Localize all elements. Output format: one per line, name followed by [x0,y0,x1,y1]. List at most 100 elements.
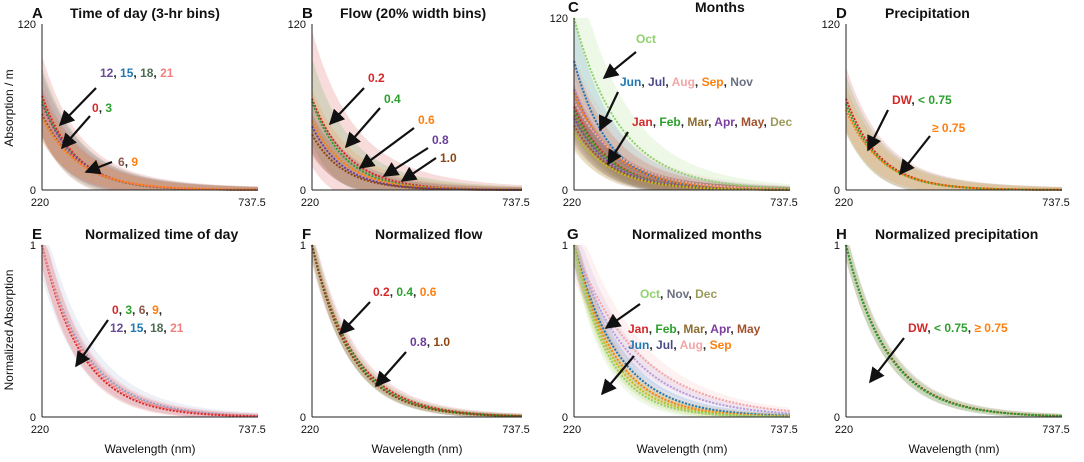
annotation-label: Jan, Feb, Mar, Apr, May [628,322,761,336]
annotation-part: 0 [92,101,99,115]
annotation-part: Oct [640,287,660,301]
annotation-arrow [400,157,437,182]
band-H-0 [846,245,1062,417]
y-tick-label: 0 [30,412,36,424]
series-line-E-0 [41,244,259,417]
annotation-label: Jan, Feb, Mar, Apr, May, Dec [632,115,792,129]
x-axis-label: Wavelength (nm) [372,442,463,456]
band-B-4 [312,113,522,190]
annotation-part: 9 [152,303,159,317]
annotation-part: Jul [648,75,665,89]
annotation-part: Jun [628,338,649,352]
annotation-part: , [143,321,150,335]
y-axis-label-bottom: Normalized Absorption [2,270,16,391]
panel-title: Normalized time of day [85,226,238,242]
y-tick-label: 0 [834,412,840,424]
annotation-part: , [681,115,688,129]
annotation-part: DW [892,93,913,107]
band-C-0 [574,18,790,190]
annotation-part: 1.0 [440,151,457,165]
annotation-part: 0.4 [384,92,401,106]
annotation-part: , [153,66,160,80]
band-C-1 [574,18,790,190]
annotation-part: DW [908,321,929,335]
annotation-part: 18 [140,66,154,80]
annotation-part: , [703,338,710,352]
panel-title: Months [695,0,745,15]
y-tick-label: 0 [834,185,840,197]
x-tick-label: 220 [563,197,581,209]
annotation-label: 0.8, 1.0 [410,335,450,349]
annotation-arrow [374,351,407,388]
annotation-part: 15 [120,66,134,80]
band-B-0 [312,30,522,190]
annotation-part: Aug [680,338,703,352]
annotation-part: 1.0 [433,335,450,349]
annotation-part: , [390,285,397,299]
band-A-0 [42,55,258,190]
x-tick-label: 737.5 [770,424,798,436]
x-tick-label: 220 [835,424,853,436]
annotation-part: , [673,338,679,352]
annotation-arrow [344,107,381,149]
series-line-E-2 [41,244,259,417]
panel-letter: C [568,0,579,16]
annotation-part: , [677,322,684,336]
annotation-arrow [869,337,905,384]
annotation-part: Dec [770,115,792,129]
annotation-part: ≥ 0.75 [974,321,1008,335]
annotation-arrow [602,51,637,79]
annotation-label: 0, 3, 6, 9, [112,303,162,317]
annotation-arrow [58,87,97,127]
annotation-part: Mar [687,115,709,129]
y-tick-label: 0 [300,412,306,424]
annotation-part: Feb [659,115,680,129]
annotation-part: Jan [632,115,653,129]
panel-letter: H [836,226,847,243]
annotation-part: , [734,115,741,129]
series-line-B-3 [311,125,522,191]
band-C-3 [574,62,790,190]
panel-title: Flow (20% width bins) [340,5,486,21]
y-tick-label: 1 [30,240,36,252]
annotation-label: 0.2 [368,71,385,85]
series-line-F-2 [311,244,522,418]
annotation-arrow [382,147,429,177]
annotation-arrow [75,319,109,368]
series-line-G-2 [573,244,791,417]
annotation-part: , [132,303,139,317]
annotation-part: 3 [105,101,112,115]
annotation-label: Oct [636,32,656,46]
annotation-part: 21 [170,321,184,335]
panel-title: Time of day (3-hr bins) [70,5,220,21]
annotation-arrow [604,303,641,329]
y-tick-label: 120 [18,19,36,31]
y-tick-label: 0 [562,185,568,197]
panel-B: B Flow (20% width bins) 0 120 220 737.5 0.2 0.4… [288,5,530,209]
annotation-part: ≥ 0.75 [932,121,966,135]
annotation-part: , [695,75,702,89]
panel-letter: G [567,226,579,243]
panel-title: Normalized precipitation [875,226,1038,242]
panel-letter: D [836,5,847,22]
y-tick-label: 0 [562,412,568,424]
annotation-part: 0.2 [368,71,385,85]
panel-letter: F [302,226,311,243]
panel-title: Precipitation [885,5,970,21]
annotation-label: 0.2, 0.4, 0.6 [373,285,437,299]
annotation-part: 12 [100,66,114,80]
annotation-part: May [741,115,765,129]
x-tick-label: 220 [563,424,581,436]
x-tick-label: 737.5 [770,197,798,209]
band-C-4 [574,56,790,191]
x-tick-label: 220 [31,197,49,209]
panel-letter: A [32,5,43,22]
annotation-part: Aug [672,75,695,89]
panel-C: C Months 0 120 220 737.5 Oct Jun, Jul, Aug, Sep… [550,0,798,209]
annotation-part: 15 [130,321,144,335]
band-C-9 [574,98,790,190]
y-tick-label: 0 [30,185,36,197]
annotation-part: 0.8 [432,133,449,147]
annotation-part: 0.8 [410,335,427,349]
y-tick-label: 1 [562,240,568,252]
